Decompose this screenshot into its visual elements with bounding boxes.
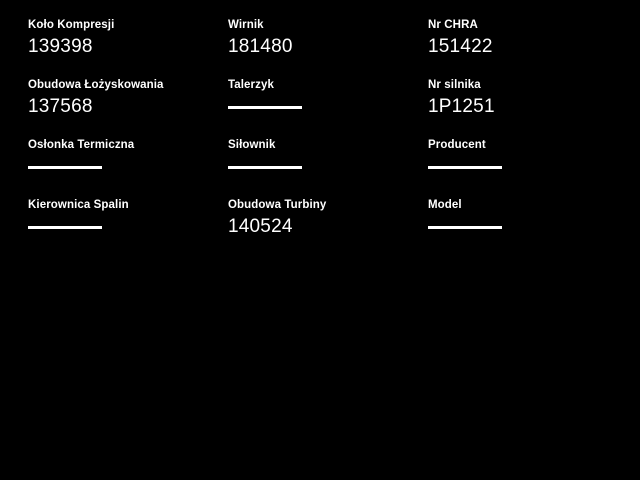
spec-field-label: Wirnik	[228, 19, 264, 31]
spec-field-grid: Koło Kompresji 139398 Wirnik 181480 Nr CHRA 1…	[28, 18, 618, 238]
spec-field: Model	[428, 198, 618, 238]
spec-field-label: Osłonka Termiczna	[28, 139, 135, 151]
spec-field: Osłonka Termiczna	[28, 138, 218, 178]
spec-field-label: Siłownik	[228, 139, 276, 151]
spec-field-label: Obudowa Turbiny	[228, 199, 327, 211]
spec-field-value-empty	[428, 215, 618, 238]
spec-field: Nr CHRA 151422	[428, 18, 618, 58]
spec-field-empty-dash	[228, 106, 302, 109]
spec-field-label: Obudowa Łożyskowania	[28, 79, 164, 91]
spec-field-empty-dash	[28, 226, 102, 229]
spec-field-empty-dash	[28, 166, 102, 169]
spec-field-value-empty	[428, 155, 618, 178]
spec-field-empty-dash	[228, 166, 302, 169]
spec-field: Obudowa Turbiny 140524	[228, 198, 418, 238]
spec-field: Kierownica Spalin	[28, 198, 218, 238]
spec-field-value-text: 137568	[28, 96, 93, 117]
spec-field: Koło Kompresji 139398	[28, 18, 218, 58]
spec-field: Talerzyk	[228, 78, 418, 118]
spec-field: Producent	[428, 138, 618, 178]
spec-field-value: 1P1251	[428, 95, 618, 118]
spec-field-label: Nr silnika	[428, 79, 481, 91]
spec-field: Siłownik	[228, 138, 418, 178]
spec-field-value: 139398	[28, 35, 218, 58]
spec-field-value: 151422	[428, 35, 618, 58]
spec-field-empty-dash	[428, 226, 502, 229]
spec-field-label: Model	[428, 199, 462, 211]
spec-field-empty-dash	[428, 166, 502, 169]
spec-field-value-text: 139398	[28, 36, 93, 57]
spec-field-value: 137568	[28, 95, 218, 118]
spec-field-value-empty	[228, 95, 418, 118]
spec-field-value-text: 140524	[228, 216, 293, 237]
spec-field-label: Producent	[428, 139, 486, 151]
spec-field-value-text: 1P1251	[428, 96, 495, 117]
spec-field-value: 140524	[228, 215, 418, 238]
spec-field-value-empty	[228, 155, 418, 178]
spec-field: Obudowa Łożyskowania 137568	[28, 78, 218, 118]
spec-field-label: Nr CHRA	[428, 19, 478, 31]
spec-field-label: Koło Kompresji	[28, 19, 115, 31]
spec-field-value-text: 181480	[228, 36, 293, 57]
spec-field-value: 181480	[228, 35, 418, 58]
spec-field-value-text: 151422	[428, 36, 493, 57]
spec-field-label: Kierownica Spalin	[28, 199, 129, 211]
spec-field-value-empty	[28, 155, 218, 178]
spec-field: Wirnik 181480	[228, 18, 418, 58]
spec-field: Nr silnika 1P1251	[428, 78, 618, 118]
spec-field-label: Talerzyk	[228, 79, 274, 91]
spec-field-value-empty	[28, 215, 218, 238]
